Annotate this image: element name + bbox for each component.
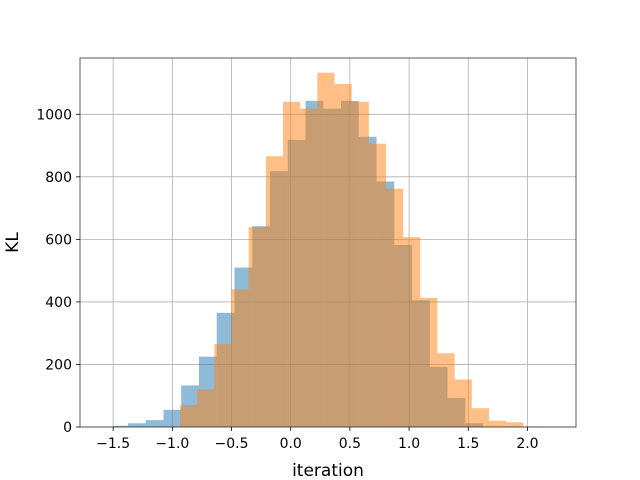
histogram-bar-series-2 [231, 289, 249, 427]
histogram-bar-series-1 [113, 425, 128, 427]
y-tick-label: 0 [63, 420, 72, 436]
histogram-bar-series-2 [368, 143, 387, 427]
plot-frame [79, 57, 577, 428]
x-tick-label: 1.5 [457, 436, 479, 452]
x-tick-label: 0.0 [280, 436, 302, 452]
histogram-bar-series-2 [214, 344, 232, 427]
x-tick-label: −0.5 [215, 436, 249, 452]
histogram-bar-series-2 [248, 226, 266, 427]
histogram-bar-series-2 [506, 422, 524, 427]
x-tick-label: 2.0 [516, 436, 538, 452]
histogram-bar-series-2 [437, 353, 455, 427]
histogram-bar-series-2 [197, 389, 215, 427]
histogram-bar-series-2 [283, 101, 301, 427]
histogram-bar-series-1 [163, 409, 182, 427]
histogram-bar-series-2 [351, 101, 369, 427]
histogram-bar-series-2 [265, 156, 284, 427]
histogram-bar-series-1 [145, 420, 164, 427]
y-tick-label: 200 [45, 357, 72, 373]
histogram-bar-series-2 [471, 408, 489, 427]
histogram-bar-series-2 [300, 108, 318, 427]
histogram-bar-series-2 [386, 188, 404, 427]
histogram-bar-series-2 [454, 379, 472, 427]
x-tick-label: −1.5 [96, 436, 130, 452]
x-tick-label: −1.0 [155, 436, 189, 452]
histogram-bar-series-2 [317, 72, 335, 428]
histogram-bar-series-2 [180, 405, 198, 427]
x-tick-label: 1.0 [398, 436, 420, 452]
y-tick-label: 600 [45, 232, 72, 248]
histogram-bar-series-2 [403, 237, 421, 427]
y-tick-label: 400 [45, 295, 72, 311]
histogram-bar-series-2 [334, 83, 352, 428]
histogram-bar-series-1 [127, 423, 146, 427]
x-tick-label: 0.5 [339, 436, 361, 452]
x-axis-label: iteration [292, 461, 364, 480]
histogram-bar-series-2 [488, 420, 507, 427]
y-tick-label: 800 [45, 170, 72, 186]
axis-ticks: −1.5 −1.0 −0.5 0.0 0.5 1.0 1.5 2.0 0 200 400 600 800… [36, 107, 538, 452]
histogram-bar-series-2 [420, 297, 438, 427]
y-axis-label: KL [3, 232, 23, 253]
histogram-bars [113, 72, 541, 428]
y-tick-label: 1000 [36, 107, 72, 123]
